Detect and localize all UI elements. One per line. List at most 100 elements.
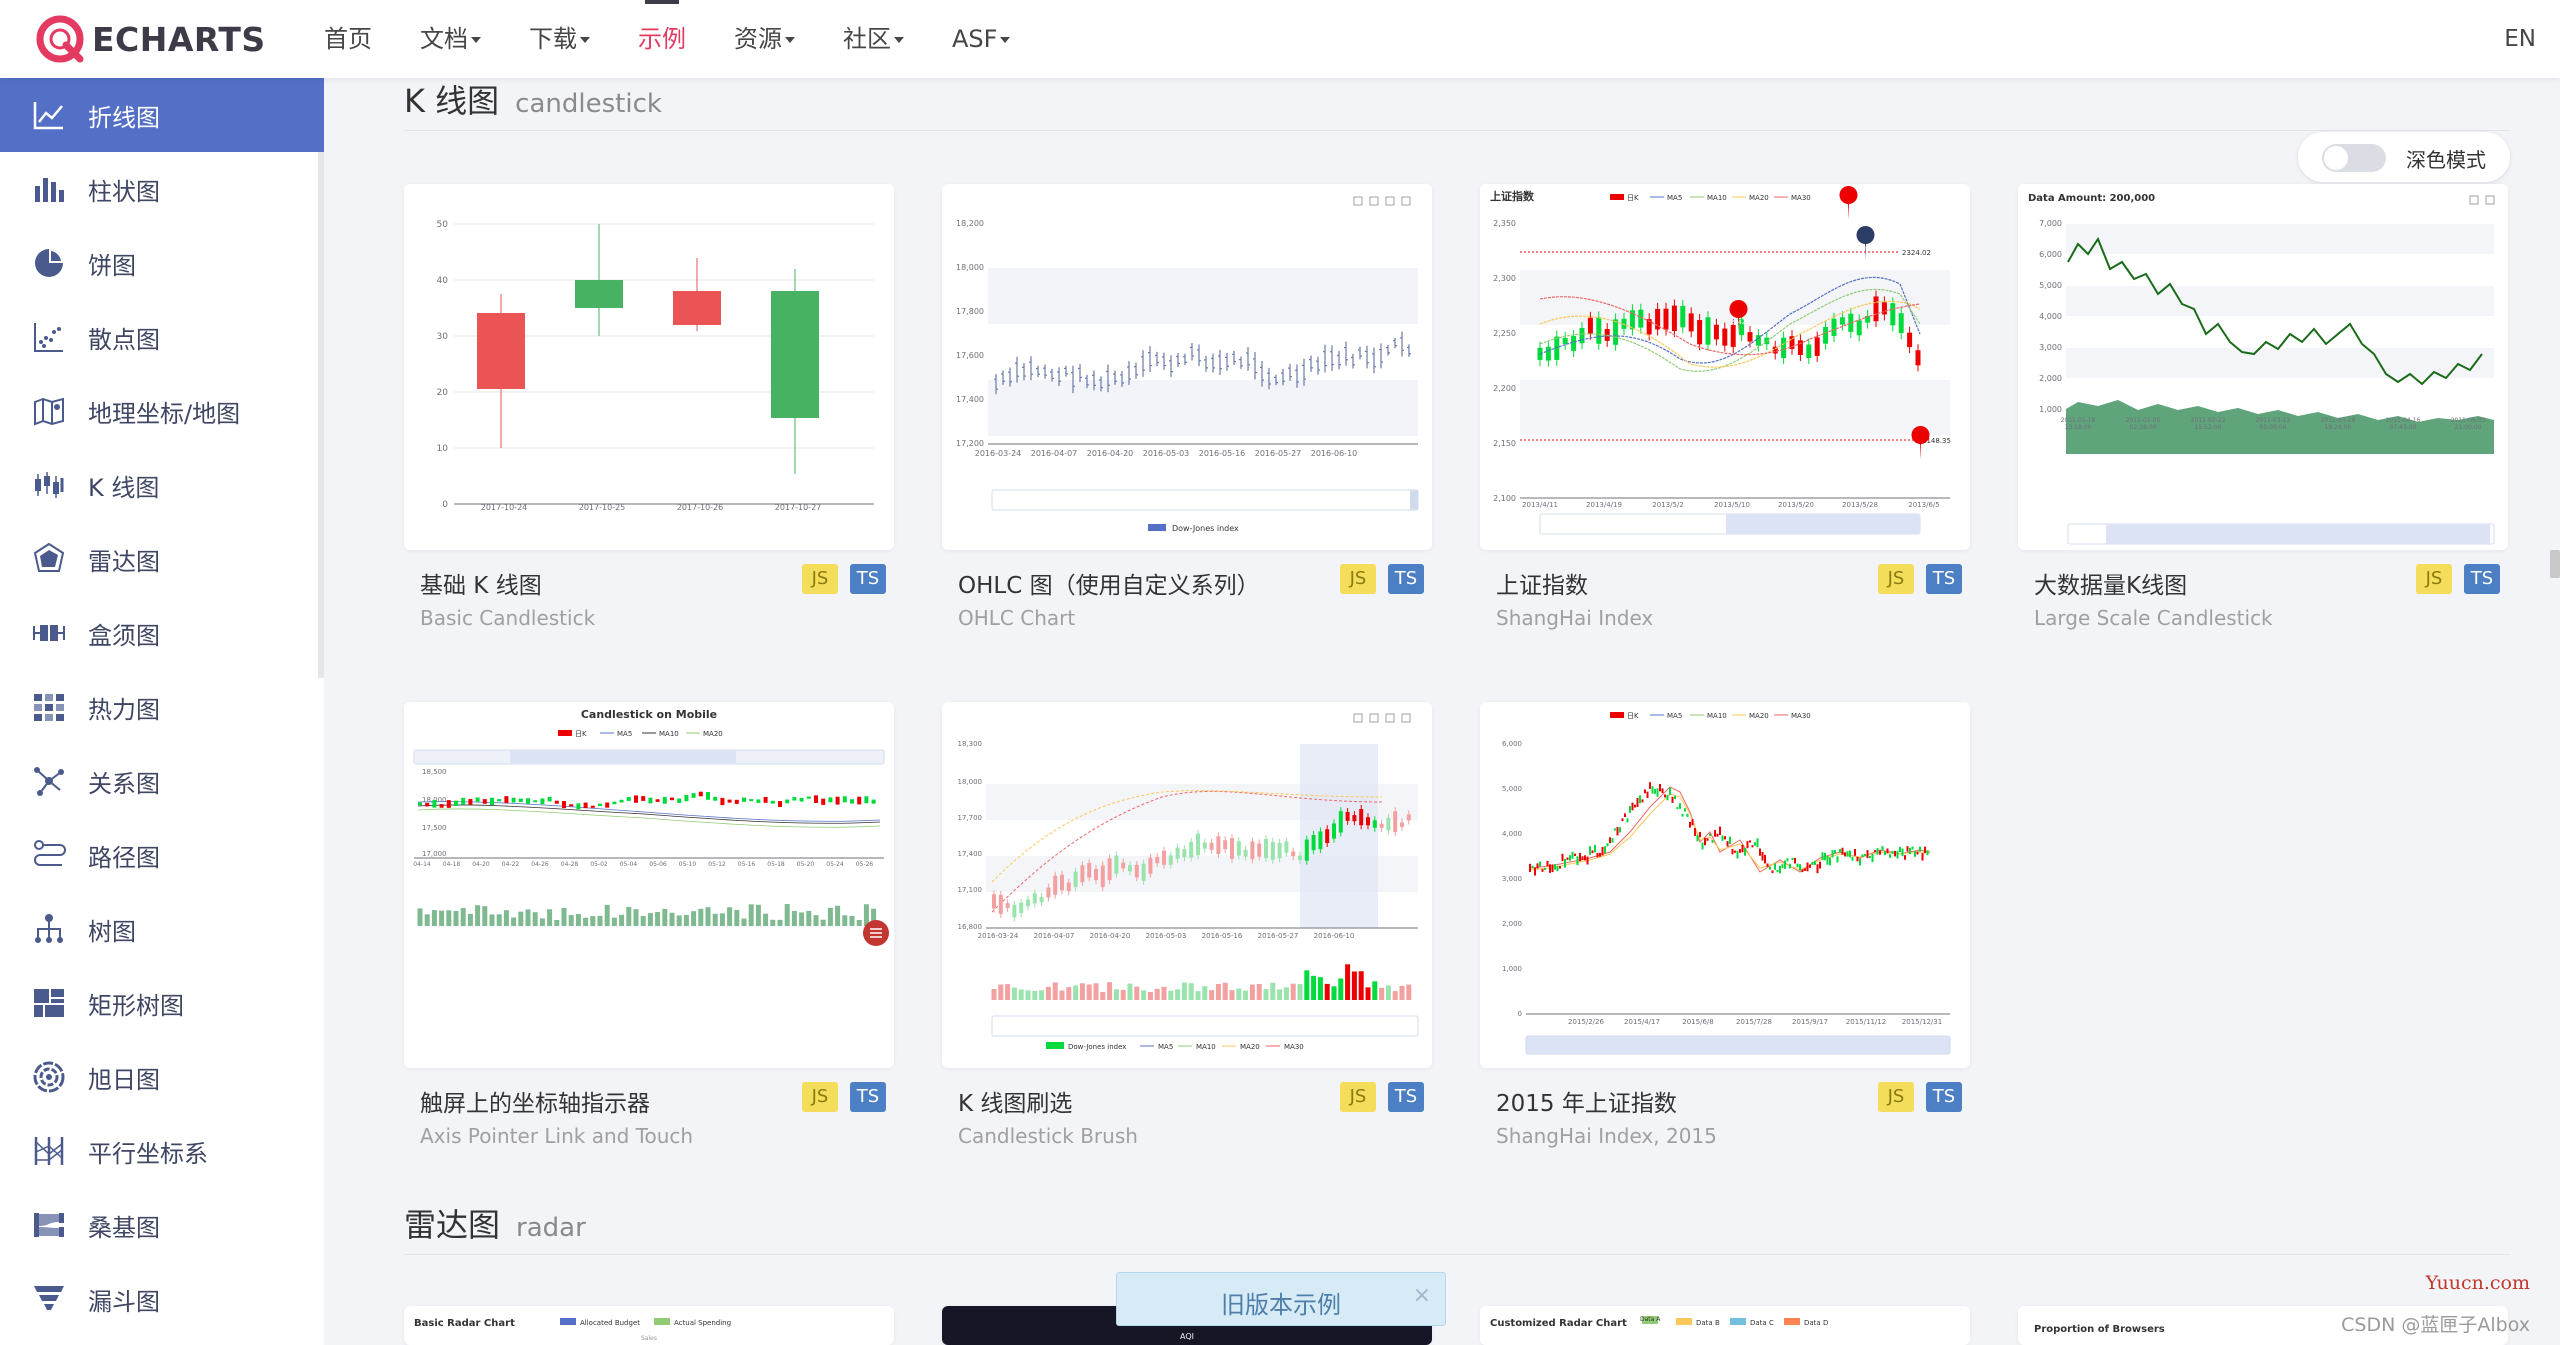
example-thumbnail[interactable]: 18,200 18,000 17,800 17,600 17,400 17,20… (942, 184, 1432, 550)
nav-home[interactable]: 首页 (300, 0, 396, 78)
dark-mode-toggle[interactable]: 深色模式 (2298, 132, 2510, 182)
sidebar-item-heatmap[interactable]: 热力图 (0, 670, 324, 744)
candle-body (1721, 835, 1724, 841)
volume-bar (1372, 981, 1378, 1000)
datazoom-window[interactable] (1726, 514, 1920, 534)
ts-badge[interactable]: TS (850, 564, 886, 594)
example-card-customized-radar[interactable]: Customized Radar Chart Data A Data B Dat… (1480, 1306, 1970, 1345)
sidebar-item-candlestick[interactable]: K 线图 (0, 448, 324, 522)
datazoom-slider[interactable] (991, 1015, 1419, 1037)
example-card-large-scale[interactable]: Data Amount: 200,000 7,000 6,000 5,000 4… (2018, 184, 2508, 644)
sidebar-item-treemap[interactable]: 矩形树图 (0, 966, 324, 1040)
y-tick: 3,000 (1502, 875, 1522, 883)
sidebar-item-pie[interactable]: 饼图 (0, 226, 324, 300)
js-badge[interactable]: JS (1340, 564, 1376, 594)
volume-bar (1379, 987, 1385, 1000)
example-card-candlestick-brush[interactable]: 18,300 18,000 17,700 17,400 17,100 16,80… (942, 702, 1432, 1162)
candle-body (1114, 855, 1119, 874)
sidebar-item-boxplot[interactable]: 盒须图 (0, 596, 324, 670)
sidebar-item-scatter[interactable]: 散点图 (0, 300, 324, 374)
volume-bar (518, 911, 524, 926)
x-tick: 2015/9/17 (1792, 1018, 1828, 1026)
sidebar-item-sankey[interactable]: 桑基图 (0, 1188, 324, 1262)
example-card-axis-pointer-touch[interactable]: Candlestick on Mobile 日K MA5 MA10 MA20 1… (404, 702, 894, 1162)
example-thumbnail[interactable]: Candlestick on Mobile 日K MA5 MA10 MA20 1… (404, 702, 894, 1068)
datazoom-slider[interactable] (991, 489, 1419, 511)
old-version-examples-banner[interactable]: 旧版本示例 × (1116, 1272, 1446, 1326)
x-tick: 13:18:00 (2065, 424, 2092, 431)
candle-body (1689, 821, 1691, 828)
candle-body (1609, 837, 1611, 844)
sidebar-item-sunburst[interactable]: 旭日图 (0, 1040, 324, 1114)
example-card-shanghai-index[interactable]: 上证指数 日K MA5 MA10 MA20 MA30 2,350 2,300 2… (1480, 184, 1970, 644)
sidebar-item-funnel[interactable]: 漏斗图 (0, 1262, 324, 1336)
example-title[interactable]: OHLC 图（使用自定义系列） (958, 573, 1260, 599)
example-title[interactable]: 触屏上的坐标轴指示器 (420, 1091, 650, 1117)
example-thumbnail[interactable]: 上证指数 日K MA5 MA10 MA20 MA30 2,350 2,300 2… (1480, 184, 1970, 550)
candle-body (1649, 782, 1651, 789)
example-thumbnail[interactable]: 18,300 18,000 17,700 17,400 17,100 16,80… (942, 702, 1432, 1068)
datazoom-window[interactable] (510, 750, 736, 764)
old-version-label[interactable]: 旧版本示例 (1221, 1291, 1341, 1319)
close-icon[interactable]: × (1412, 1283, 1431, 1308)
sidebar-item-bar[interactable]: 柱状图 (0, 152, 324, 226)
candle-body (850, 799, 854, 804)
example-title[interactable]: 2015 年上证指数 (1496, 1091, 1677, 1117)
sidebar-item-line[interactable]: 折线图 (0, 78, 324, 152)
nav-community[interactable]: 社区 (819, 0, 928, 78)
ts-badge[interactable]: TS (1926, 1082, 1962, 1112)
language-switch[interactable]: EN (2504, 26, 2536, 52)
ts-badge[interactable]: TS (2464, 564, 2500, 594)
js-badge[interactable]: JS (1878, 564, 1914, 594)
volume-bar (647, 913, 653, 926)
example-card-shanghai-2015[interactable]: 日K MA5 MA10 MA20 MA30 6,000 5,000 4,000 … (1480, 702, 1970, 1162)
sidebar-item-parallel[interactable]: 平行坐标系 (0, 1114, 324, 1188)
ts-badge[interactable]: TS (850, 1082, 886, 1112)
ts-badge[interactable]: TS (1388, 1082, 1424, 1112)
example-card-basic-candlestick[interactable]: 50 40 30 20 10 0 2017-10-24 2017-10-25 2… (404, 184, 894, 644)
example-title[interactable]: K 线图刷选 (958, 1091, 1073, 1117)
nav-download[interactable]: 下载 (505, 0, 614, 78)
echarts-logo[interactable]: ECHARTS (36, 12, 266, 66)
nav-docs[interactable]: 文档 (396, 0, 505, 78)
ts-badge[interactable]: TS (1926, 564, 1962, 594)
example-thumbnail[interactable]: 日K MA5 MA10 MA20 MA30 6,000 5,000 4,000 … (1480, 702, 1970, 1068)
basic-radar-preview: Basic Radar Chart Allocated Budget Actua… (414, 1318, 731, 1342)
datazoom-slider[interactable] (1525, 1035, 1951, 1055)
nav-resources[interactable]: 资源 (710, 0, 819, 78)
sidebar-scrollbar[interactable] (318, 78, 324, 678)
candle-body (1655, 308, 1661, 330)
example-title[interactable]: 基础 K 线图 (420, 573, 542, 599)
x-tick: 07:43:00 (2390, 424, 2417, 431)
volume-bar (827, 907, 833, 926)
example-thumbnail[interactable]: Data Amount: 200,000 7,000 6,000 5,000 4… (2018, 184, 2508, 550)
js-badge[interactable]: JS (1878, 1082, 1914, 1112)
example-title[interactable]: 上证指数 (1496, 573, 1588, 599)
js-badge[interactable]: JS (802, 564, 838, 594)
example-title[interactable]: 大数据量K线图 (2034, 573, 2188, 599)
js-badge[interactable]: JS (2416, 564, 2452, 594)
candle-body (727, 799, 732, 803)
example-card-ohlc[interactable]: 18,200 18,000 17,800 17,600 17,400 17,20… (942, 184, 1432, 644)
example-card-basic-radar[interactable]: Basic Radar Chart Allocated Budget Actua… (404, 1306, 894, 1345)
sidebar-item-map[interactable]: 地理坐标/地图 (0, 374, 324, 448)
ts-badge[interactable]: TS (1388, 564, 1424, 594)
sidebar-item-radar[interactable]: 雷达图 (0, 522, 324, 596)
x-tick: 2011-01-18 (2061, 417, 2096, 424)
datazoom-handle[interactable] (1410, 490, 1418, 510)
nav-asf[interactable]: ASF (928, 0, 1034, 78)
page-scrollbar-thumb[interactable] (2550, 550, 2560, 578)
candle-body (1155, 857, 1160, 864)
sidebar-item-label: 旭日图 (88, 1065, 160, 1094)
volume-bar (719, 913, 725, 926)
datazoom-window[interactable] (2106, 524, 2490, 544)
sidebar-item-tree[interactable]: 树图 (0, 892, 324, 966)
js-badge[interactable]: JS (802, 1082, 838, 1112)
volume-bar (777, 919, 783, 926)
js-badge[interactable]: JS (1340, 1082, 1376, 1112)
example-thumbnail[interactable]: 50 40 30 20 10 0 2017-10-24 2017-10-25 2… (404, 184, 894, 550)
sidebar-item-graph[interactable]: 关系图 (0, 744, 324, 818)
example-card-browsers-radar[interactable]: Proportion of Browsers (2018, 1306, 2508, 1345)
sidebar-item-lines[interactable]: 路径图 (0, 818, 324, 892)
nav-examples[interactable]: 示例 (614, 0, 710, 78)
